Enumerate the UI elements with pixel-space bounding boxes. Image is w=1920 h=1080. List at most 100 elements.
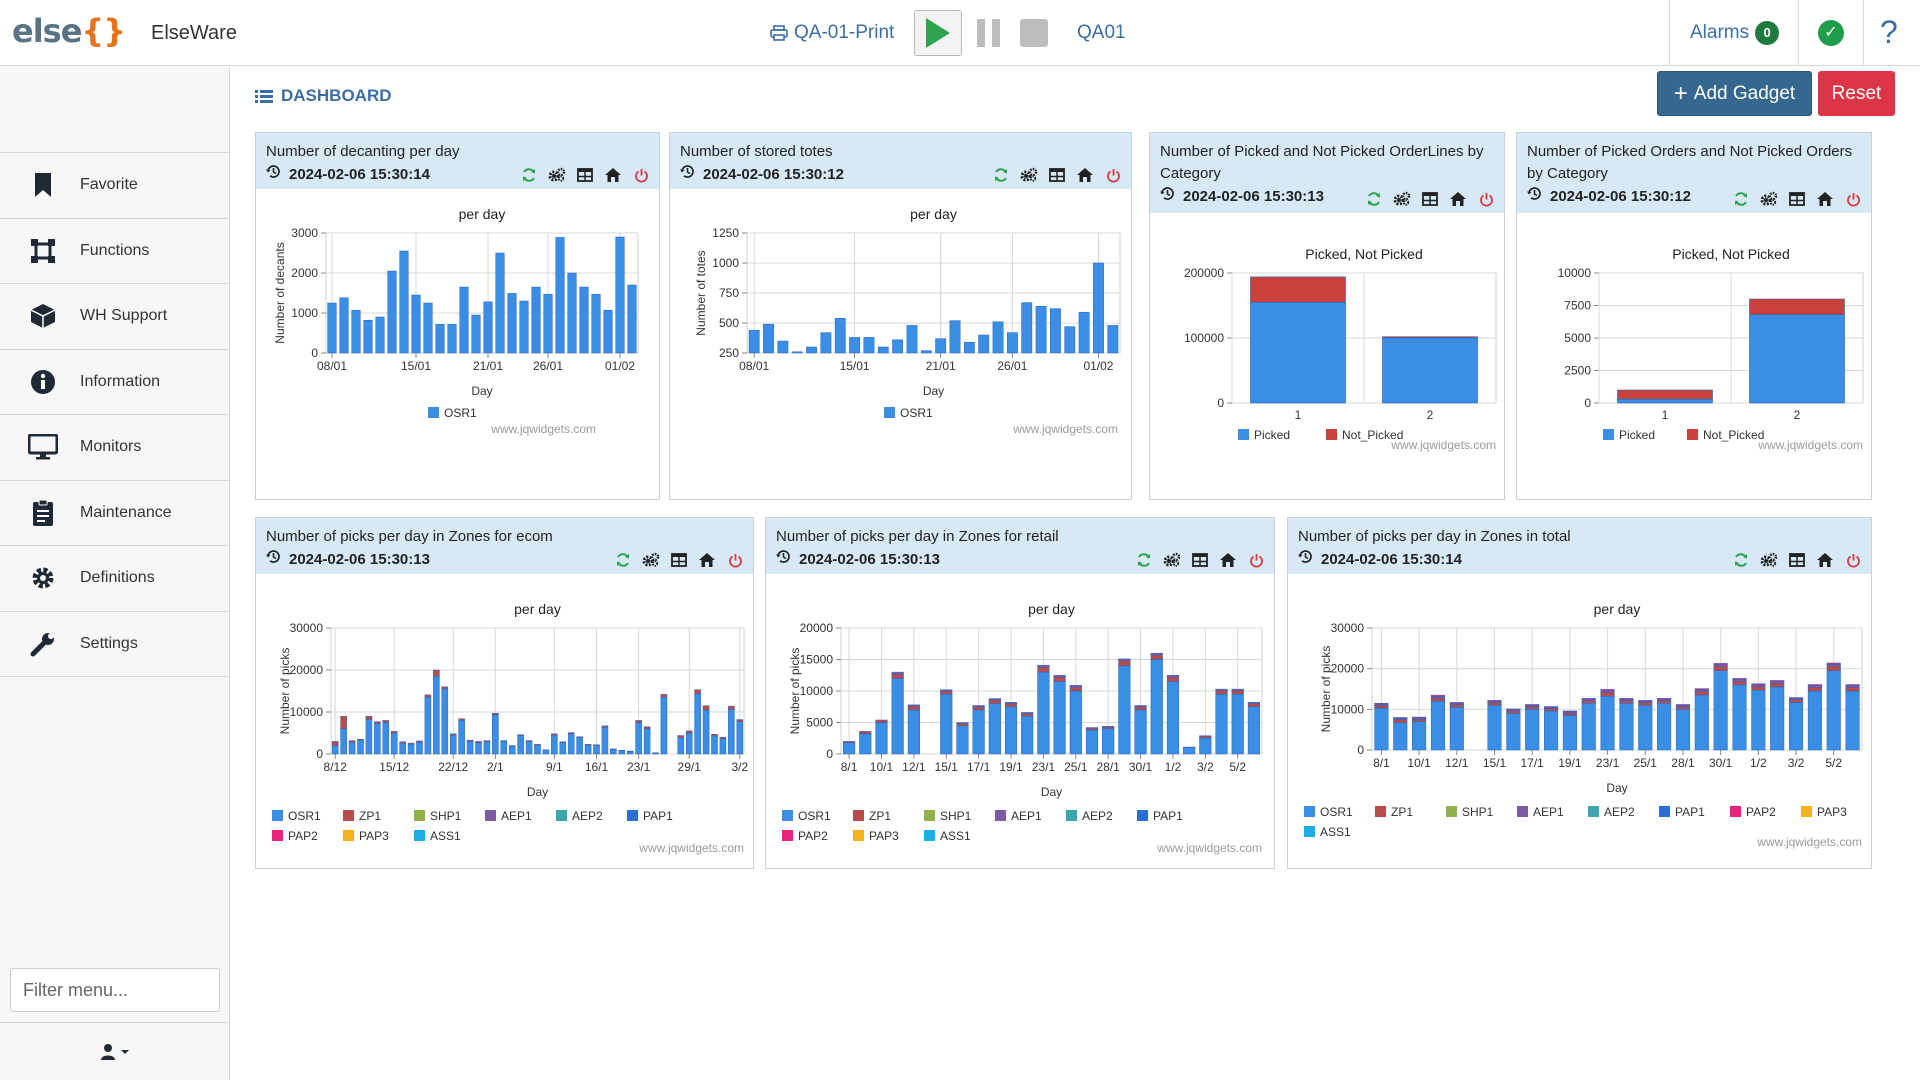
home-icon[interactable] — [1075, 165, 1095, 185]
home-icon[interactable] — [1815, 550, 1835, 570]
table-icon[interactable] — [1787, 189, 1807, 209]
bar-osr1 — [1102, 728, 1115, 755]
reset-button[interactable]: Reset — [1818, 71, 1895, 116]
table-icon[interactable] — [669, 550, 689, 570]
home-icon[interactable] — [1448, 189, 1468, 209]
refresh-icon[interactable] — [1731, 550, 1751, 570]
gadget-header[interactable]: Number of Picked and Not Picked OrderLin… — [1150, 133, 1504, 213]
power-icon[interactable] — [1843, 550, 1863, 570]
x-tick-label: 21/01 — [926, 359, 956, 373]
power-icon[interactable] — [725, 550, 745, 570]
gadget-header[interactable]: Number of decanting per day 2024-02-06 15… — [256, 133, 659, 189]
table-icon[interactable] — [1787, 550, 1807, 570]
home-icon[interactable] — [697, 550, 717, 570]
legend-label: PAP1 — [643, 809, 673, 823]
printer-selector[interactable]: QA-01-Print — [770, 22, 894, 44]
gadget-header[interactable]: Number of picks per day in Zones in tota… — [1288, 518, 1871, 574]
sidebar-item-wh-support[interactable]: WH Support — [0, 284, 230, 350]
bar-osr1 — [1525, 709, 1540, 751]
bar-aep1 — [1215, 688, 1228, 691]
power-icon[interactable] — [1246, 550, 1266, 570]
bar-osr1 — [543, 293, 553, 354]
history-icon — [266, 164, 281, 184]
power-icon[interactable] — [1843, 189, 1863, 209]
sidebar-item-monitors[interactable]: Monitors — [0, 415, 230, 481]
station-label[interactable]: QA01 — [1077, 22, 1126, 43]
bar-osr1 — [1037, 671, 1050, 755]
bar-osr1 — [1713, 670, 1728, 751]
table-icon[interactable] — [1420, 189, 1440, 209]
sidebar-item-functions[interactable]: Functions — [0, 219, 230, 284]
cogs-icon[interactable] — [641, 550, 661, 570]
refresh-icon[interactable] — [1134, 550, 1154, 570]
table-icon[interactable] — [1047, 165, 1067, 185]
play-button[interactable] — [914, 10, 962, 56]
bar-pap2 — [1525, 704, 1540, 706]
bar-zp1 — [643, 726, 651, 730]
gadget-header[interactable]: Number of stored totes 2024-02-06 15:30:1… — [670, 133, 1131, 189]
gadget-timestamp-row: 2024-02-06 15:30:13 — [266, 548, 743, 570]
add-gadget-button[interactable]: + Add Gadget — [1657, 71, 1812, 116]
cogs-icon[interactable] — [547, 165, 567, 185]
gadget-header[interactable]: Number of Picked Orders and Not Picked O… — [1517, 133, 1871, 213]
chart-title: per day — [1594, 601, 1641, 617]
bar-osr1 — [542, 749, 550, 755]
user-menu-button[interactable] — [0, 1022, 230, 1080]
bar-osr1 — [859, 733, 872, 755]
app-logo[interactable]: else{} — [12, 12, 126, 50]
table-icon[interactable] — [1190, 550, 1210, 570]
bar-pap2 — [1770, 680, 1785, 682]
refresh-icon[interactable] — [1731, 189, 1751, 209]
power-icon[interactable] — [631, 165, 651, 185]
status-ok-icon[interactable]: ✓ — [1818, 20, 1844, 46]
bar-zp1 — [1374, 705, 1389, 709]
sidebar-item-favorite[interactable]: Favorite — [0, 153, 230, 219]
alarms-label: Alarms — [1690, 22, 1750, 43]
cogs-icon[interactable] — [1759, 550, 1779, 570]
sidebar-item-maintenance[interactable]: Maintenance — [0, 481, 230, 546]
legend-label: ZP1 — [869, 809, 891, 823]
gadget-7: Number of picks per day in Zones in tota… — [1287, 517, 1872, 869]
cogs-icon[interactable] — [1392, 189, 1412, 209]
alarms-button[interactable]: Alarms 0 — [1690, 21, 1780, 45]
x-tick-label: 1 — [1295, 408, 1302, 422]
refresh-icon[interactable] — [519, 165, 539, 185]
power-icon[interactable] — [1476, 189, 1496, 209]
refresh-icon[interactable] — [1364, 189, 1384, 209]
filter-menu-input[interactable] — [10, 968, 220, 1012]
bar-zp1 — [1713, 665, 1728, 671]
gadget-3: Number of Picked and Not Picked OrderLin… — [1149, 132, 1505, 500]
bar-zp1 — [441, 686, 449, 690]
legend-label: OSR1 — [900, 406, 933, 420]
bar-osr1 — [531, 286, 541, 354]
bar-osr1 — [567, 733, 575, 755]
gadget-header[interactable]: Number of picks per day in Zones for eco… — [256, 518, 753, 574]
x-tick-label: 23/1 — [1596, 756, 1620, 770]
bar-zp1 — [1694, 691, 1709, 696]
bar-osr1 — [1412, 721, 1427, 751]
cogs-icon[interactable] — [1019, 165, 1039, 185]
stop-icon — [1020, 19, 1048, 47]
gadget-header[interactable]: Number of picks per day in Zones for ret… — [766, 518, 1274, 574]
table-icon[interactable] — [575, 165, 595, 185]
home-icon[interactable] — [1218, 550, 1238, 570]
stop-button[interactable] — [1010, 10, 1058, 56]
cogs-icon[interactable] — [1759, 189, 1779, 209]
home-icon[interactable] — [1815, 189, 1835, 209]
sidebar-item-information[interactable]: Information — [0, 350, 230, 415]
bar-zp1 — [1102, 726, 1115, 730]
bar-zp1 — [635, 720, 642, 723]
refresh-icon[interactable] — [991, 165, 1011, 185]
sidebar-item-settings[interactable]: Settings — [0, 612, 230, 677]
bar-pap2 — [1600, 689, 1615, 691]
x-tick-label: 23/1 — [627, 760, 651, 774]
pause-button[interactable] — [965, 10, 1013, 56]
bar-pap2 — [1675, 704, 1690, 706]
home-icon[interactable] — [603, 165, 623, 185]
power-icon[interactable] — [1103, 165, 1123, 185]
refresh-icon[interactable] — [613, 550, 633, 570]
sidebar-item-definitions[interactable]: Definitions — [0, 546, 230, 612]
chart-svg: per day 0 1000 2000 3000 Number of decants Day… — [273, 206, 639, 436]
help-button[interactable]: ? — [1880, 14, 1898, 50]
cogs-icon[interactable] — [1162, 550, 1182, 570]
